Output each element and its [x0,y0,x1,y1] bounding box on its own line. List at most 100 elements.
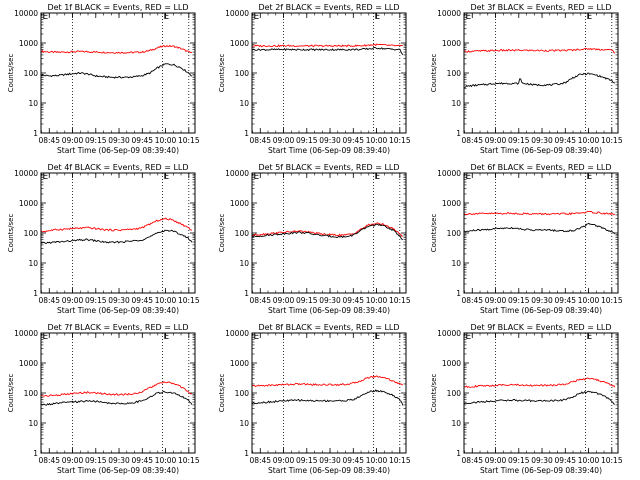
lld-series-line [252,375,404,388]
chart-title: Det 7f BLACK = Events, RED = LLD [47,323,188,332]
x-tick-label: 08:45 [461,136,483,145]
events-series-line [252,389,404,406]
event-marker-label: E [163,332,169,342]
x-tick-label: 10:00 [578,296,600,305]
x-axis-label: Start Time (06-Sep-09 08:39:40) [57,466,179,475]
x-tick-label: 10:15 [601,456,623,465]
event-marker-label: E [586,172,592,182]
x-tick-label: 10:15 [389,456,411,465]
lld-series-line [252,222,403,237]
lld-series-line [252,43,403,48]
x-tick-label: 10:15 [178,456,200,465]
lld-series-line [41,217,192,233]
x-tick-label: 09:45 [342,136,364,145]
plot-frame [463,172,619,294]
x-tick-label: 09:15 [85,456,107,465]
x-tick-label: 10:00 [366,296,388,305]
y-axis-label: Counts/sec [218,374,226,413]
y-tick-label: 1 [244,449,249,458]
chart-panel: Det 4f BLACK = Events, RED = LLD Counts/s… [7,163,200,315]
x-tick-label: 09:15 [296,296,318,305]
y-tick-label: 10000 [14,169,38,178]
chart-title: Det 9f BLACK = Events, RED = LLD [470,323,611,332]
y-tick-label: 1000 [230,199,249,208]
x-tick-label: 08:45 [249,456,271,465]
lld-series-line [464,210,616,216]
y-tick-label: 10 [451,99,461,108]
y-axis-label: Counts/sec [7,54,15,93]
x-axis-label: Start Time (06-Sep-09 08:39:40) [268,466,390,475]
x-tick-label: 09:15 [296,136,318,145]
plot-frame [251,12,407,134]
chart-title: Det 2f BLACK = Events, RED = LLD [258,3,399,12]
y-tick-label: 1 [33,289,38,298]
chart-panel: Det 2f BLACK = Events, RED = LLD Counts/s… [218,3,411,155]
y-tick-label: 10 [451,419,461,428]
x-tick-label: 09:30 [319,136,341,145]
x-tick-label: 09:00 [62,136,84,145]
y-tick-label: 1000 [230,359,249,368]
x-tick-label: 10:15 [601,136,623,145]
x-tick-label: 09:00 [485,296,507,305]
y-tick-label: 100 [24,229,39,238]
x-tick-label: 10:15 [178,136,200,145]
y-axis-label: Counts/sec [218,214,226,253]
x-tick-label: 09:30 [108,456,130,465]
y-tick-label: 1000 [19,199,38,208]
y-tick-label: 1 [33,449,38,458]
x-tick-label: 09:30 [531,296,553,305]
x-tick-label: 09:30 [319,456,341,465]
event-marker-label: E [374,332,380,342]
x-tick-label: 08:45 [38,456,60,465]
y-tick-label: 10 [28,419,38,428]
x-tick-label: 08:45 [461,296,483,305]
x-tick-label: 09:45 [342,296,364,305]
x-tick-label: 10:00 [155,456,177,465]
x-tick-label: 09:00 [273,296,295,305]
events-series-line [41,390,193,406]
y-tick-label: 100 [235,229,250,238]
chart-title: Det 6f BLACK = Events, RED = LLD [470,163,611,172]
event-marker-label: E [466,332,472,342]
x-tick-label: 10:15 [389,296,411,305]
plot-frame [251,172,407,294]
y-tick-label: 1000 [230,39,249,48]
y-tick-label: 1000 [442,199,461,208]
plot-frame [251,332,407,454]
x-axis-label: Start Time (06-Sep-09 08:39:40) [480,146,602,155]
lld-series-line [464,377,616,389]
y-tick-label: 10000 [225,9,249,18]
y-tick-label: 1 [244,289,249,298]
x-tick-label: 10:00 [578,136,600,145]
x-tick-label: 09:30 [531,456,553,465]
y-tick-label: 100 [447,69,462,78]
x-tick-label: 09:15 [85,296,107,305]
x-tick-label: 09:00 [485,136,507,145]
event-marker-label: E [163,12,169,22]
chart-panel: Det 6f BLACK = Events, RED = LLD Counts/s… [430,163,623,315]
events-series-line [464,390,615,405]
y-tick-label: 100 [447,389,462,398]
y-tick-label: 100 [24,69,39,78]
event-marker-label: E [586,332,592,342]
event-marker-label: E [586,12,592,22]
chart-panel: Det 7f BLACK = Events, RED = LLD Counts/s… [7,323,200,475]
x-tick-label: 08:45 [249,296,271,305]
events-series-line [252,46,404,56]
chart-title: Det 5f BLACK = Events, RED = LLD [258,163,399,172]
y-tick-label: 10000 [437,9,461,18]
plot-frame [463,12,619,134]
x-tick-label: 09:15 [296,456,318,465]
x-tick-label: 08:45 [38,136,60,145]
x-tick-label: 09:00 [62,456,84,465]
x-tick-label: 09:30 [108,296,130,305]
chart-panel: Det 9f BLACK = Events, RED = LLD Counts/s… [430,323,623,475]
chart-panel: Det 8f BLACK = Events, RED = LLD Counts/s… [218,323,411,475]
y-tick-label: 10 [239,419,249,428]
y-tick-label: 1000 [19,359,38,368]
y-tick-label: 10 [239,99,249,108]
x-tick-label: 09:45 [554,136,576,145]
x-tick-label: 09:00 [273,136,295,145]
x-tick-label: 09:45 [554,456,576,465]
